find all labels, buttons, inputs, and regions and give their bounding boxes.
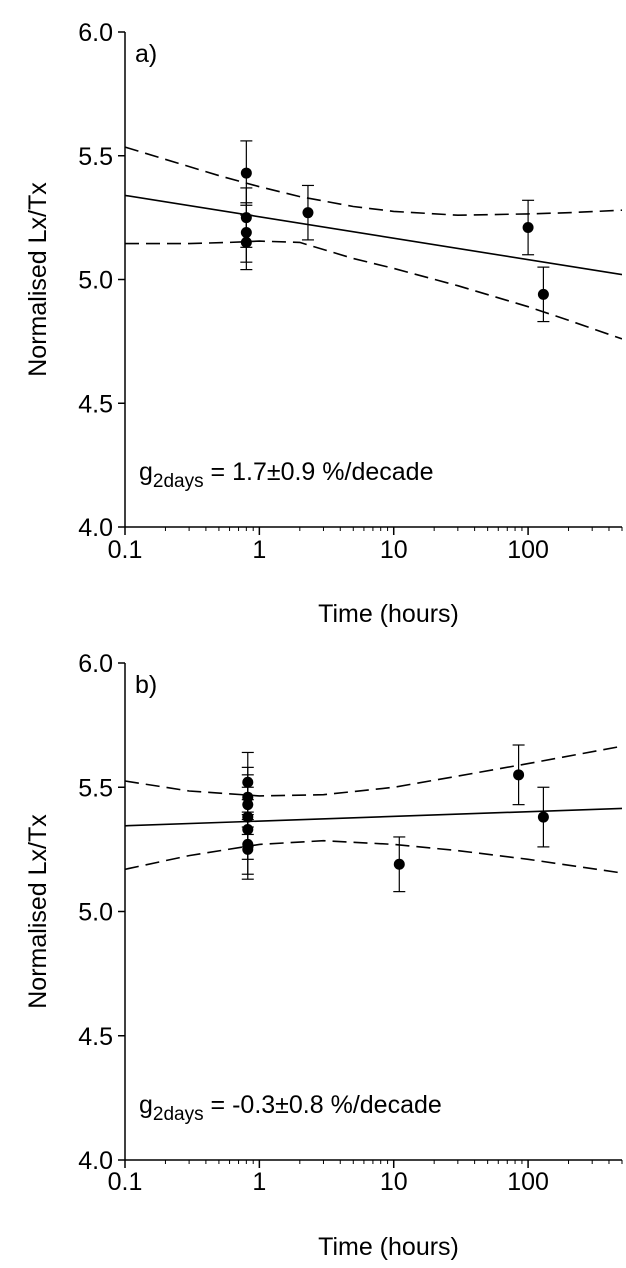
y-tick-label: 6.0 (78, 650, 113, 678)
y-tick-label: 5.0 (78, 267, 113, 295)
y-tick-label: 4.0 (78, 1147, 113, 1175)
data-point (302, 207, 314, 219)
y-tick-label: 4.0 (78, 514, 113, 542)
data-point (537, 811, 549, 823)
x-tick-label: 100 (507, 1168, 549, 1196)
confidence-band-lower (125, 839, 622, 874)
regression-line (125, 194, 622, 276)
y-tick-label: 5.0 (78, 899, 113, 927)
x-tick-label: 0.1 (108, 1168, 143, 1196)
panel-label: b) (135, 671, 157, 699)
x-tick-label: 0.1 (108, 536, 143, 564)
data-point (393, 858, 405, 870)
annotation: g2days = 1.7±0.9 %/decade (139, 458, 433, 492)
y-tick-label: 4.5 (78, 390, 113, 418)
data-point (522, 222, 534, 234)
data-point (513, 769, 525, 781)
y-tick-label: 5.5 (78, 774, 113, 802)
y-tick-label: 6.0 (78, 19, 113, 47)
confidence-band-upper (125, 146, 622, 217)
x-axis-label: Time (hours) (318, 600, 459, 628)
data-point (242, 843, 254, 855)
x-tick-label: 10 (380, 1168, 408, 1196)
x-axis-label: Time (hours) (318, 1233, 459, 1261)
y-tick-label: 4.5 (78, 1023, 113, 1051)
y-tick-label: 5.5 (78, 143, 113, 171)
x-tick-label: 100 (507, 536, 549, 564)
data-point (240, 167, 252, 179)
y-axis-label: Normalised Lx/Tx (24, 182, 52, 377)
annotation: g2days = -0.3±0.8 %/decade (139, 1091, 442, 1125)
regression-line (125, 807, 622, 827)
confidence-band-lower (125, 240, 622, 340)
data-point (537, 288, 549, 300)
data-point (240, 236, 252, 248)
chart-panel-a: 4.0 4.5 5.0 5.5 6.0 0.1 1 10 100 Time (hours) Norm… (24, 19, 623, 628)
panel-label: a) (135, 40, 157, 68)
x-tick-label: 10 (380, 536, 408, 564)
x-tick-label: 1 (252, 536, 266, 564)
y-axis-label: Normalised Lx/Tx (24, 814, 52, 1009)
x-tick-label: 1 (252, 1168, 266, 1196)
confidence-band-upper (125, 745, 622, 797)
chart-panel-b: 4.0 4.5 5.0 5.5 6.0 0.1 1 10 100 Time (hours) Norm… (24, 650, 623, 1261)
